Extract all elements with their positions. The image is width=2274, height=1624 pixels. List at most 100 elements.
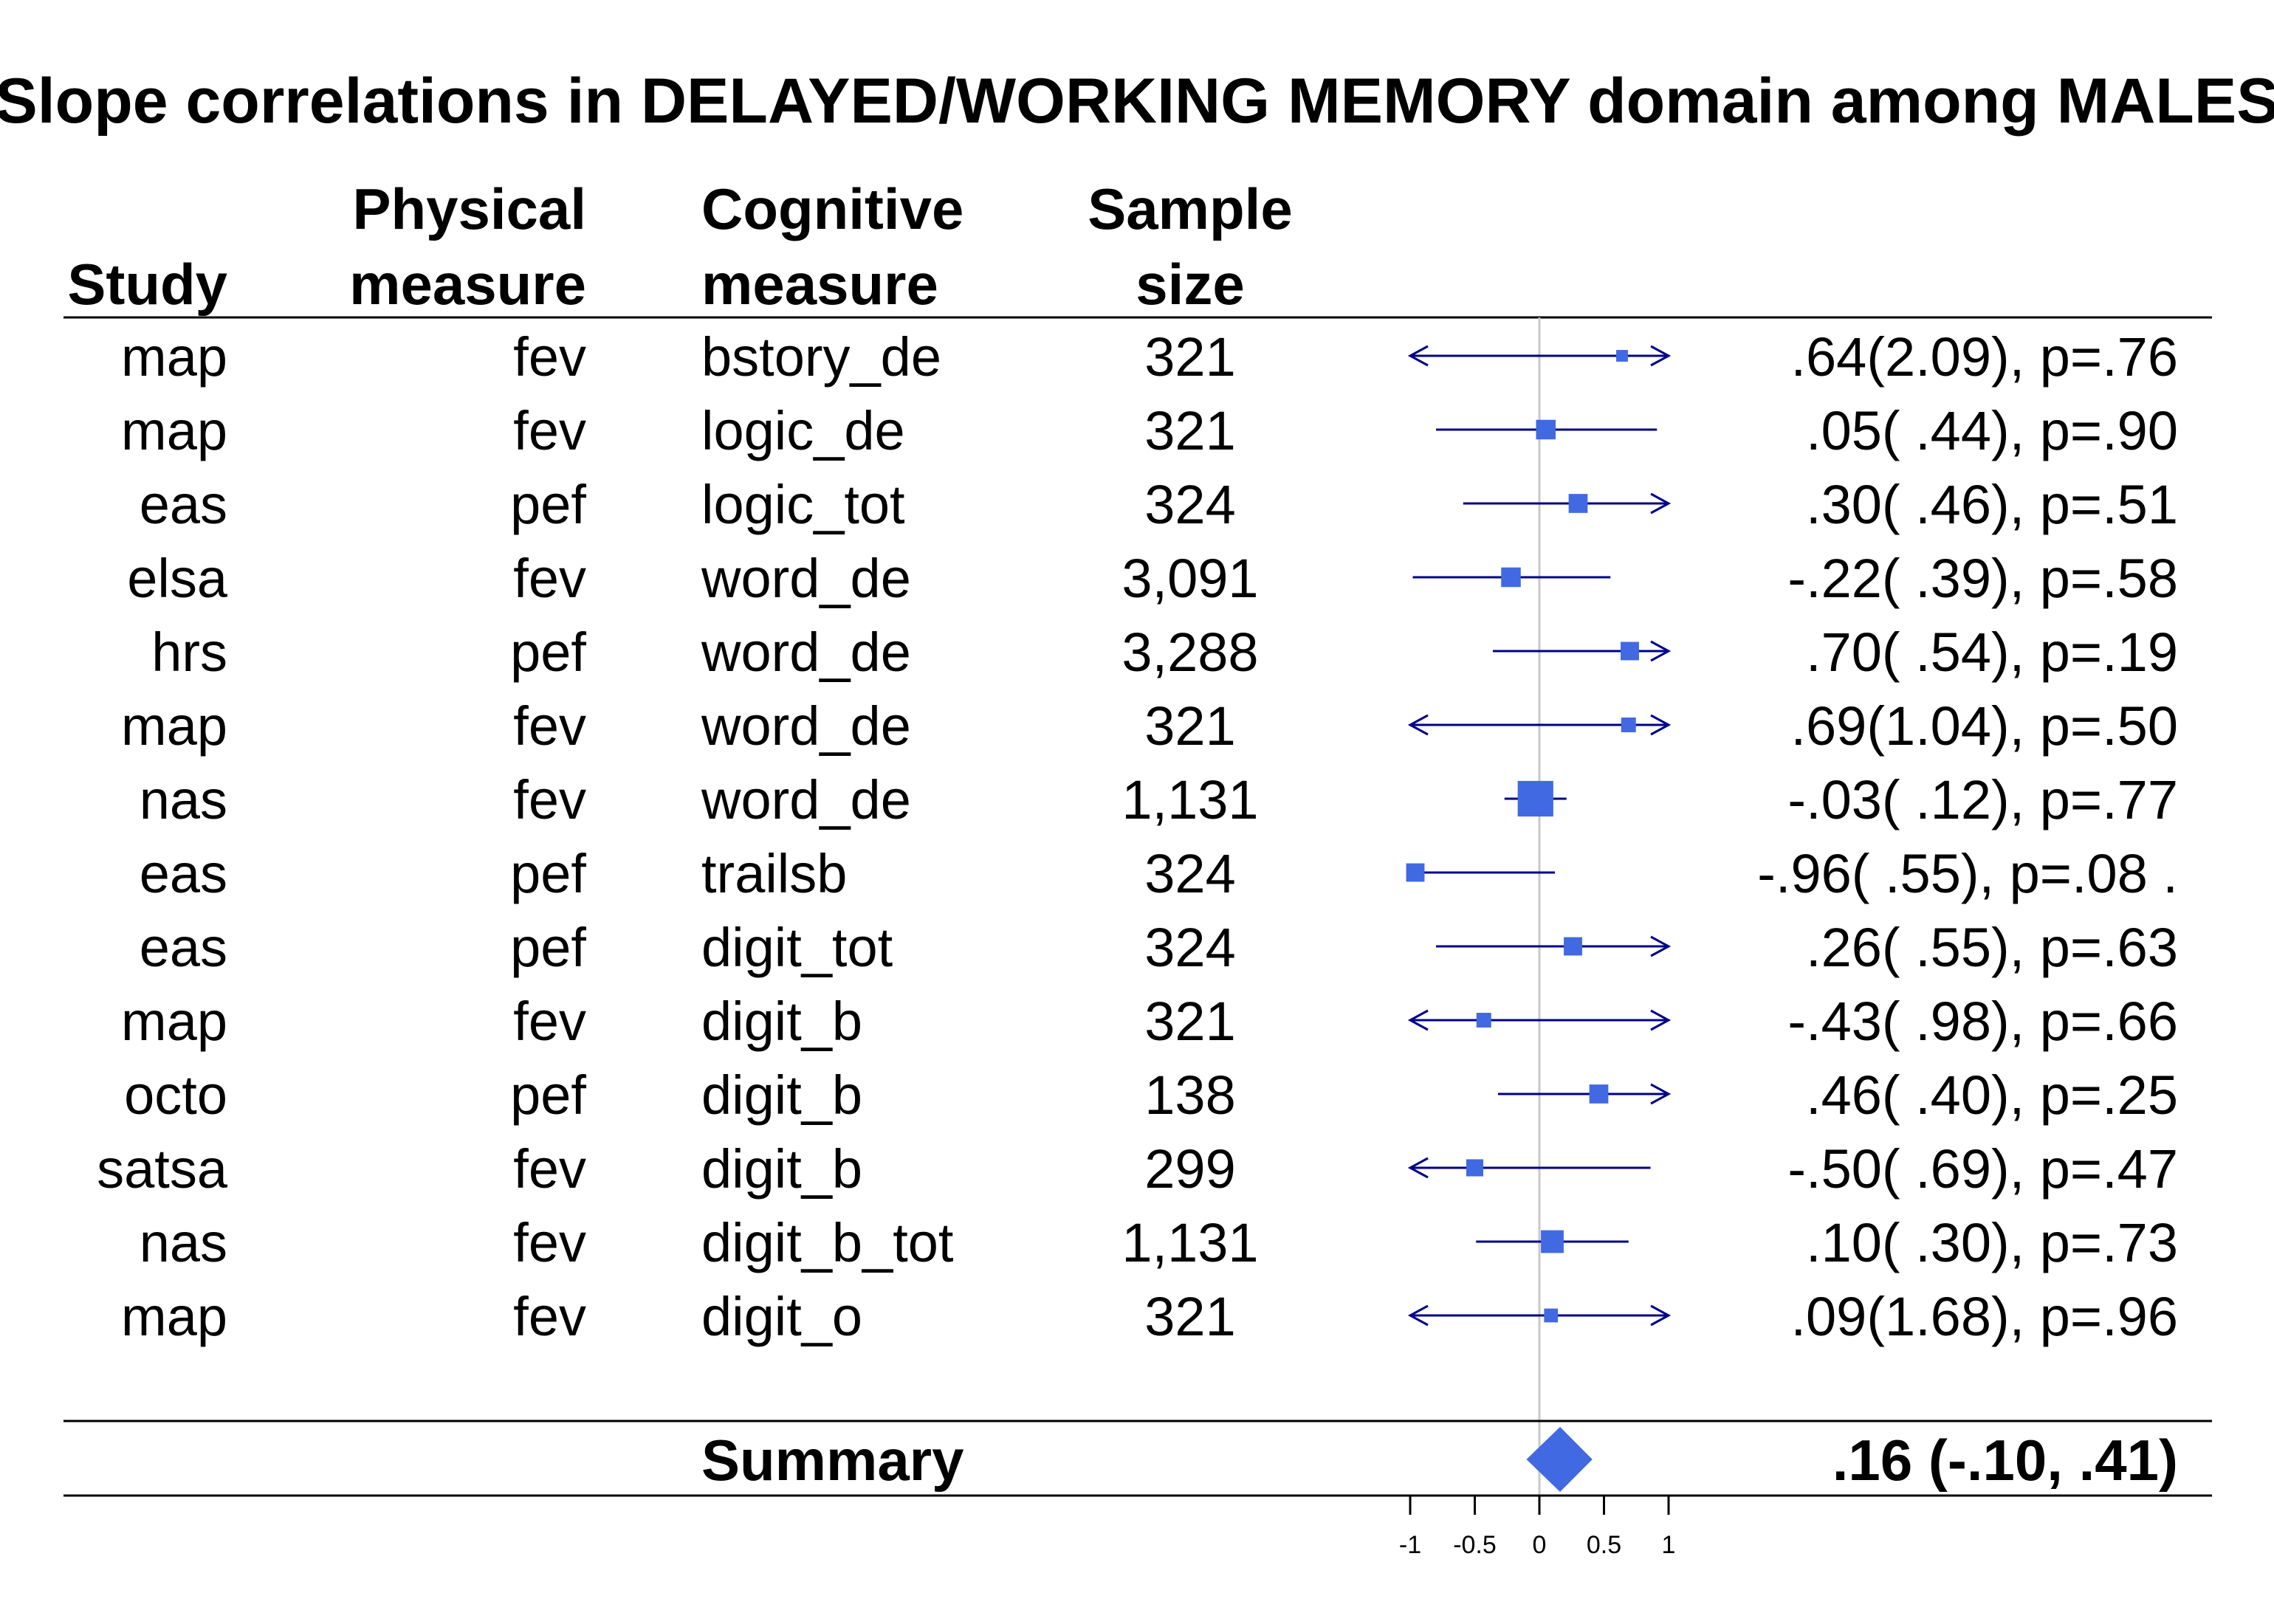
header-physical-line1: Physical <box>352 176 586 241</box>
ci-arrow-left <box>1407 1304 1429 1327</box>
cell-estimate-label: .46( .40), p=.25 <box>1806 1064 2178 1126</box>
ci-arrow-right <box>1650 714 1672 736</box>
summary-diamond <box>1526 1427 1593 1492</box>
cell-estimate-label: -.22( .39), p=.58 <box>1787 548 2178 609</box>
table-row: hrs pef word_de 3,288 .70( .54), p=.19 <box>151 622 2178 683</box>
chart-title: Slope correlations in DELAYED/WORKING ME… <box>0 66 2274 137</box>
x-tick-label: -1 <box>1399 1531 1421 1559</box>
cell-study: map <box>121 326 227 388</box>
cell-physical: fev <box>513 548 586 609</box>
cell-cognitive: word_de <box>701 548 911 609</box>
estimate-box <box>1466 1159 1484 1177</box>
table-row: satsa fev digit_b 299 -.50( .69), p=.47 <box>97 1138 2178 1200</box>
cell-sample-size: 3,288 <box>1121 622 1258 683</box>
estimate-box <box>1517 780 1553 817</box>
cell-estimate-label: .64(2.09), p=.76 <box>1790 326 2178 388</box>
cell-cognitive: logic_de <box>701 400 905 461</box>
cell-estimate-label: -.43( .98), p=.66 <box>1787 991 2178 1052</box>
cell-cognitive: digit_tot <box>701 917 893 978</box>
cell-physical: fev <box>513 326 586 388</box>
cell-estimate-label: .70( .54), p=.19 <box>1806 622 2178 683</box>
cell-cognitive: logic_tot <box>701 474 905 535</box>
cell-study: eas <box>140 474 227 535</box>
cell-sample-size: 321 <box>1144 1286 1235 1347</box>
cell-estimate-label: .10( .30), p=.73 <box>1806 1212 2178 1273</box>
cell-study: map <box>121 991 227 1052</box>
summary-label: Summary <box>701 1428 964 1493</box>
cell-sample-size: 299 <box>1144 1138 1235 1200</box>
ci-arrow-right <box>1650 935 1672 957</box>
cell-sample-size: 138 <box>1144 1064 1235 1126</box>
estimate-box <box>1616 350 1628 362</box>
cell-study: nas <box>140 769 227 830</box>
cell-estimate-label: .30( .46), p=.51 <box>1806 474 2178 535</box>
ci-arrow-right <box>1650 345 1672 367</box>
cell-study: map <box>121 1286 227 1347</box>
header-sample-line1: Sample <box>1088 176 1292 241</box>
cell-physical: pef <box>510 917 586 978</box>
estimate-box <box>1568 494 1588 513</box>
cell-sample-size: 321 <box>1144 326 1235 388</box>
x-tick-label: 0.5 <box>1587 1531 1621 1559</box>
table-row: map fev logic_de 321 .05( .44), p=.90 <box>121 400 2178 461</box>
estimate-box <box>1476 1013 1491 1028</box>
estimate-box <box>1406 863 1425 882</box>
header-cognitive-line1: Cognitive <box>701 176 963 241</box>
cell-estimate-label: .05( .44), p=.90 <box>1806 400 2178 461</box>
cell-cognitive: trailsb <box>701 843 847 904</box>
cell-sample-size: 321 <box>1144 991 1235 1052</box>
cell-study: map <box>121 695 227 757</box>
header-cognitive-line2: measure <box>701 252 938 317</box>
ci-arrow-right <box>1650 492 1672 515</box>
column-headers: Study Physical measure Cognitive measure… <box>67 176 1292 317</box>
cell-sample-size: 324 <box>1144 474 1235 535</box>
cell-study: map <box>121 400 227 461</box>
cell-sample-size: 324 <box>1144 843 1235 904</box>
table-row: map fev digit_b 321 -.43( .98), p=.66 <box>121 991 2178 1052</box>
cell-cognitive: word_de <box>701 769 911 830</box>
cell-physical: pef <box>510 843 586 904</box>
cell-sample-size: 1,131 <box>1121 1212 1258 1273</box>
table-row: eas pef trailsb 324 -.96( .55), p=.08 . <box>140 843 2178 904</box>
cell-physical: fev <box>513 769 586 830</box>
cell-cognitive: digit_b <box>701 1138 862 1200</box>
cell-study: octo <box>124 1064 227 1126</box>
cell-physical: fev <box>513 695 586 757</box>
study-rows: map fev bstory_de 321 .64(2.09), p=.76 map fev… <box>97 326 2178 1347</box>
x-axis: -1 -0.5 0 0.5 1 <box>1399 1494 1676 1559</box>
x-tick-label: -0.5 <box>1453 1531 1497 1559</box>
estimate-box <box>1501 567 1521 588</box>
cell-cognitive: digit_b <box>701 991 862 1052</box>
table-row: map fev word_de 321 .69(1.04), p=.50 <box>121 695 2178 757</box>
cell-sample-size: 324 <box>1144 917 1235 978</box>
cell-study: eas <box>140 917 227 978</box>
estimate-box <box>1544 1308 1559 1323</box>
table-row: map fev bstory_de 321 .64(2.09), p=.76 <box>121 326 2178 388</box>
cell-physical: fev <box>513 1286 586 1347</box>
table-row: eas pef logic_tot 324 .30( .46), p=.51 <box>140 474 2178 535</box>
header-study: Study <box>67 252 227 317</box>
cell-cognitive: word_de <box>701 695 911 757</box>
table-row: elsa fev word_de 3,091 -.22( .39), p=.58 <box>127 548 2178 609</box>
estimate-box <box>1536 419 1556 440</box>
cell-sample-size: 3,091 <box>1121 548 1258 609</box>
cell-estimate-label: -.96( .55), p=.08 . <box>1757 843 2178 904</box>
cell-cognitive: word_de <box>701 622 911 683</box>
header-sample-line2: size <box>1136 252 1244 317</box>
ci-arrow-right <box>1650 1083 1672 1105</box>
cell-physical: pef <box>510 1064 586 1126</box>
ci-arrow-left <box>1407 1157 1429 1179</box>
x-tick-label: 1 <box>1662 1531 1676 1559</box>
cell-sample-size: 321 <box>1144 695 1235 757</box>
table-row: nas fev word_de 1,131 -.03( .12), p=.77 <box>140 769 2178 830</box>
cell-study: satsa <box>97 1138 228 1200</box>
cell-estimate-label: -.03( .12), p=.77 <box>1787 769 2178 830</box>
ci-arrow-right <box>1650 640 1672 662</box>
table-row: octo pef digit_b 138 .46( .40), p=.25 <box>124 1064 2178 1126</box>
cell-physical: fev <box>513 400 586 461</box>
table-row: eas pef digit_tot 324 .26( .55), p=.63 <box>140 917 2178 978</box>
ci-arrow-left <box>1407 714 1429 736</box>
cell-estimate-label: .26( .55), p=.63 <box>1806 917 2178 978</box>
x-tick-label: 0 <box>1533 1531 1547 1559</box>
